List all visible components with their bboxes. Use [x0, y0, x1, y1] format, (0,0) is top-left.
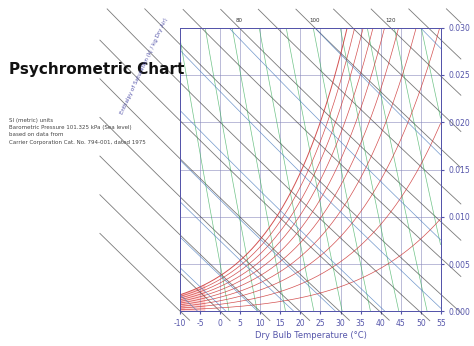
Text: Psychrometric Chart: Psychrometric Chart	[9, 62, 185, 77]
Text: 120: 120	[385, 18, 396, 23]
Text: Enthalpy of Saturation (kJ / kg Dry Air): Enthalpy of Saturation (kJ / kg Dry Air)	[119, 17, 168, 115]
Text: 100: 100	[310, 18, 320, 23]
X-axis label: Dry Bulb Temperature (°C): Dry Bulb Temperature (°C)	[255, 331, 366, 340]
Text: SI (metric) units
Barometric Pressure 101.325 kPa (Sea level)
based on data from: SI (metric) units Barometric Pressure 10…	[9, 118, 146, 145]
Text: 80: 80	[236, 18, 243, 23]
